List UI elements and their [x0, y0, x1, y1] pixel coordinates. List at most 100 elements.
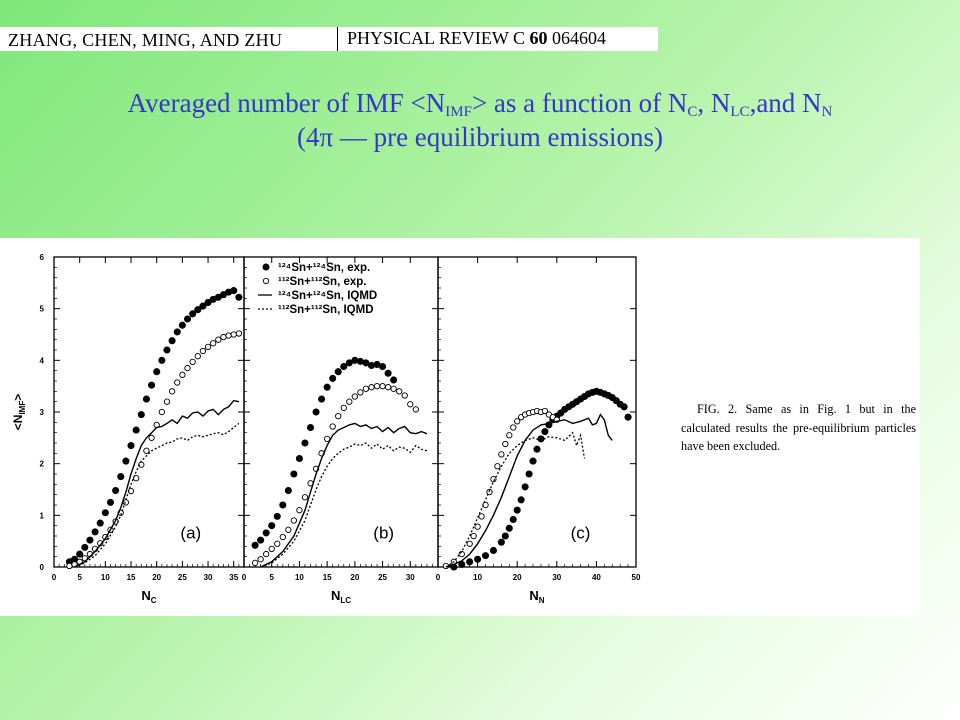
title-part: , N	[697, 88, 731, 118]
reference-divider	[337, 27, 338, 51]
y-axis-label: <NIMF>	[11, 394, 27, 430]
data-point	[220, 333, 227, 341]
data-point	[285, 526, 292, 533]
reference-authors: ZHANG, CHEN, MING, AND ZHU	[8, 30, 283, 50]
data-point	[101, 509, 109, 517]
data-point	[379, 383, 386, 390]
series-line-4	[445, 431, 586, 568]
data-point	[384, 369, 392, 377]
data-point	[541, 407, 549, 415]
legend-label: ¹²⁴Sn+¹²⁴Sn, IQMD	[278, 290, 377, 302]
data-point	[494, 463, 501, 470]
data-point	[296, 507, 303, 514]
x-axis-label: NLC	[331, 588, 351, 605]
journal-volume: 60	[529, 28, 548, 48]
panel-label: (b)	[373, 524, 394, 543]
data-point	[509, 515, 517, 524]
x-tick-label: 30	[552, 573, 561, 582]
figure-panel: 0 5 10 15 20 25 30 35 0 1 2 3 4 5 6 <NIMF> NC (a) 0 5 10 15 20…	[0, 238, 920, 616]
data-point	[490, 476, 497, 483]
data-point	[268, 522, 276, 530]
data-point	[81, 543, 89, 551]
data-point	[262, 529, 270, 537]
chart-panel-1: 0 5 10 15 20 25 30 35 0 1 2 3 4 5 6 <NIMF> NC (a)	[11, 253, 245, 605]
data-point	[478, 513, 485, 520]
x-tick-label: 50	[632, 573, 641, 582]
series-line-3	[260, 422, 428, 568]
x-tick-label: 30	[204, 573, 213, 582]
data-point	[284, 486, 292, 495]
y-tick-label: 1	[40, 511, 45, 520]
data-point	[251, 541, 259, 549]
data-point	[318, 395, 326, 403]
data-point	[502, 440, 509, 448]
data-point	[133, 474, 140, 482]
x-tick-label: 40	[592, 573, 601, 582]
title-sub: LC	[730, 104, 750, 120]
x-tick-label: 15	[127, 573, 136, 582]
panel-label: (c)	[571, 524, 591, 543]
data-point	[312, 408, 320, 416]
data-point	[533, 445, 541, 453]
data-point	[199, 302, 207, 310]
data-point	[163, 398, 171, 405]
legend-label: ¹¹²Sn+¹¹²Sn, IQMD	[278, 304, 374, 316]
slide-title: Averaged number of IMF <NIMF> as a funct…	[0, 86, 960, 154]
data-point	[127, 442, 135, 450]
data-point	[323, 383, 331, 391]
series-line-3	[445, 413, 613, 568]
data-point	[268, 545, 275, 553]
data-point	[76, 550, 84, 558]
x-tick-label: 10	[101, 573, 110, 582]
data-point	[525, 470, 533, 478]
data-point	[401, 392, 408, 399]
data-point	[91, 528, 99, 536]
data-point	[183, 315, 192, 323]
data-point	[489, 546, 497, 555]
data-point	[173, 328, 181, 336]
data-point	[351, 393, 359, 400]
figure-plot: 0 5 10 15 20 25 30 35 0 1 2 3 4 5 6 <NIMF> NC (a) 0 5 10 15 20…	[11, 253, 641, 605]
data-point	[521, 483, 529, 491]
data-point	[373, 383, 381, 390]
data-point	[230, 331, 237, 338]
title-part: Averaged number of IMF <N	[127, 88, 446, 118]
data-point	[122, 499, 130, 506]
data-point	[179, 371, 186, 378]
data-point	[66, 562, 73, 570]
panel-label: (a)	[180, 524, 201, 543]
data-point	[481, 552, 490, 560]
x-tick-label: 15	[323, 573, 332, 582]
x-axis-label: NN	[529, 588, 544, 605]
data-point	[362, 359, 370, 367]
data-point	[86, 536, 94, 544]
data-point	[301, 439, 309, 447]
x-tick-label: 5	[269, 573, 274, 582]
data-point	[148, 434, 155, 441]
data-point	[137, 411, 145, 419]
y-tick-label: 6	[40, 253, 45, 262]
data-point	[257, 536, 265, 544]
data-point	[273, 512, 281, 520]
data-point	[620, 403, 628, 411]
data-point	[384, 384, 392, 391]
data-point	[142, 395, 150, 403]
data-point	[323, 435, 331, 443]
data-point	[210, 340, 217, 347]
chart-panel-3: 0 10 20 30 40 50 NN (c)	[436, 256, 641, 605]
title-part: ,and N	[749, 88, 822, 118]
x-tick-label: 0	[436, 573, 441, 582]
data-point	[178, 321, 186, 329]
legend-label: ¹¹²Sn+¹¹²Sn, exp.	[278, 276, 367, 288]
data-point	[368, 384, 375, 391]
data-point	[412, 406, 419, 413]
data-point	[153, 368, 161, 376]
data-point	[474, 555, 482, 563]
data-point	[274, 540, 281, 547]
data-point	[194, 353, 201, 360]
title-sub: N	[821, 104, 833, 120]
x-tick-label: 20	[513, 573, 522, 582]
data-point	[279, 533, 286, 541]
data-point	[407, 401, 414, 408]
data-point	[529, 457, 537, 465]
